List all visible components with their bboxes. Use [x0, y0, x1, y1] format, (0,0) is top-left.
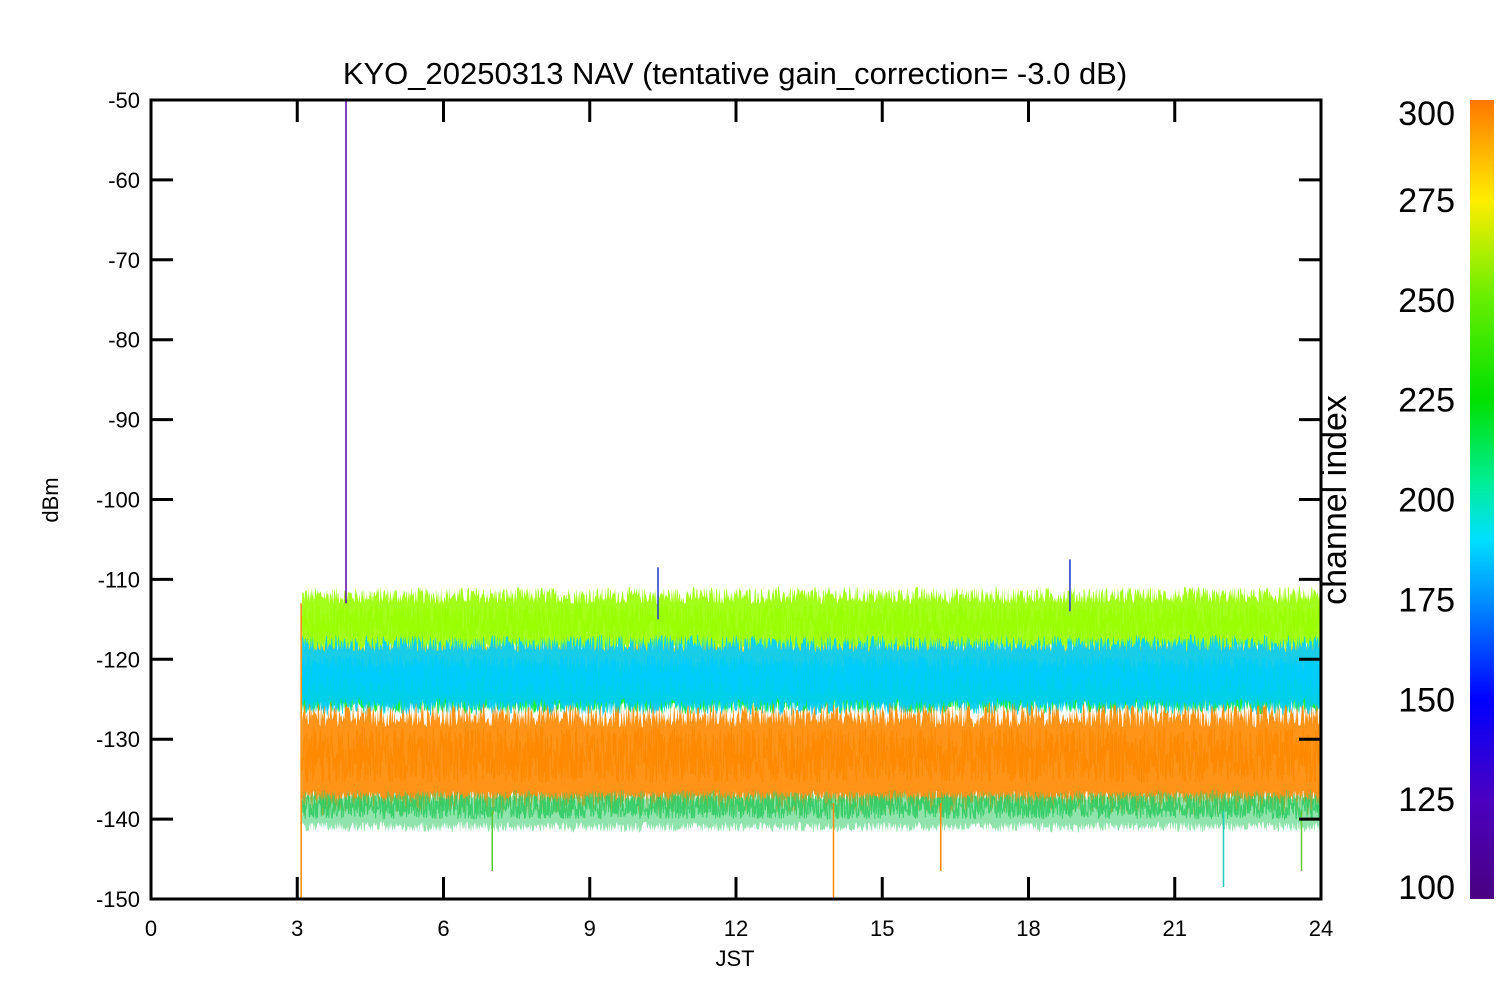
y-axis-label: dBm: [38, 477, 63, 522]
series-120-260: [301, 789, 1321, 833]
colorbar-label: channel index: [1316, 395, 1354, 605]
y-tick-label: -50: [108, 88, 140, 113]
y-tick-label: -100: [96, 488, 140, 513]
x-axis-label: JST: [715, 946, 754, 971]
y-tick-label: -90: [108, 408, 140, 433]
series-trace: [301, 602, 1321, 644]
series-165-185: [301, 634, 1321, 717]
y-tick-label: -80: [108, 328, 140, 353]
colorbar: [1470, 100, 1494, 899]
y-tick-label: -130: [96, 727, 140, 752]
colorbar-tick-label: 200: [1398, 482, 1455, 520]
x-tick-label: 3: [291, 916, 303, 941]
x-tick-label: 6: [437, 916, 449, 941]
y-tick-label: -110: [98, 567, 140, 592]
x-tick-label: 9: [584, 916, 596, 941]
x-tick-label: 0: [145, 916, 157, 941]
chart-title: KYO_20250313 NAV (tentative gain_correct…: [343, 56, 1127, 91]
colorbar-tick-label: 275: [1398, 182, 1455, 220]
series-trace: [301, 793, 1321, 821]
y-tick-label: -70: [108, 248, 140, 273]
ticks-layer: 0 3 6 9 12 15 18 21 24 -50 -60 -70 -80 -90 -100 -110 -12…: [96, 88, 1333, 941]
y-tick-label: -140: [96, 807, 140, 832]
y-tick-label: -150: [96, 887, 140, 912]
colorbar-tick-label: 300: [1398, 95, 1455, 133]
x-tick-label: 24: [1309, 916, 1333, 941]
series-band: [302, 789, 1321, 833]
colorbar-tick-label: 175: [1398, 581, 1455, 619]
colorbar-tick-label: 225: [1398, 382, 1455, 420]
data-layer: [300, 100, 1321, 899]
colorbar-tick-label: 100: [1398, 869, 1455, 907]
x-tick-label: 21: [1163, 916, 1187, 941]
x-tick-label: 18: [1016, 916, 1040, 941]
colorbar-tick-label: 125: [1398, 781, 1455, 819]
x-tick-label: 15: [870, 916, 894, 941]
series-285-300: [301, 702, 1321, 816]
series-trace: [301, 655, 1321, 697]
series-255-262: [301, 586, 1321, 661]
colorbar-tick-label: 250: [1398, 282, 1455, 320]
x-tick-label: 12: [724, 916, 748, 941]
y-tick-label: -60: [108, 168, 140, 193]
colorbar-tick-label: 150: [1398, 681, 1455, 719]
colorbar-ticks: 100 125 150 175 200 225 250 275 300: [1398, 95, 1455, 907]
y-tick-label: -120: [96, 647, 140, 672]
series-trace: [301, 725, 1321, 784]
